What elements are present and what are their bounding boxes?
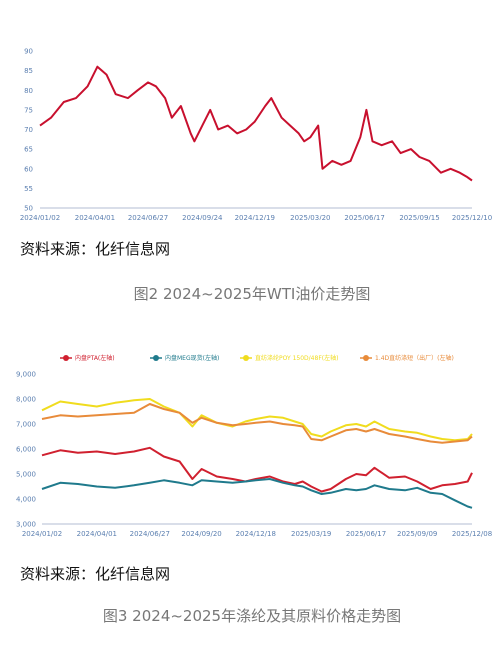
x-tick-label: 2025/03/19: [291, 530, 331, 538]
legend-label: 内盘MEG现货(左轴): [165, 354, 219, 362]
y-tick-label: 8,000: [16, 396, 36, 404]
y-tick-label: 5,000: [16, 471, 36, 479]
x-tick-label: 2024/04/01: [75, 214, 115, 220]
y-tick-label: 50: [24, 205, 33, 213]
x-tick-label: 2024/01/02: [22, 530, 62, 538]
legend-item-4: 1.4D直纺涤短（出厂）(左轴): [360, 354, 454, 362]
x-tick-label: 2024/06/27: [128, 214, 168, 220]
y-tick-label: 85: [24, 67, 33, 75]
y-tick-label: 55: [24, 185, 33, 193]
y-tick-label: 7,000: [16, 421, 36, 429]
series-line-4: [41, 403, 473, 444]
series-line-1: [39, 65, 473, 182]
legend-swatch-dot: [63, 355, 69, 361]
x-tick-label: 2025/03/20: [290, 214, 330, 220]
x-tick-label: 2025/12/10: [452, 214, 492, 220]
x-tick-label: 2025/06/17: [344, 214, 384, 220]
y-tick-label: 90: [24, 48, 33, 56]
legend-item-3: 直纺涤纶POY 150D/48F(左轴): [240, 354, 338, 362]
series-line-3: [41, 398, 473, 442]
wti-chart: 50 55 60 65 70 75 80 85 90 2024/01/02 2024/04/01 20…: [0, 40, 504, 223]
y-tick-label: 65: [24, 146, 33, 154]
y-tick-label: 70: [24, 126, 33, 134]
y-tick-label: 60: [24, 165, 33, 173]
x-tick-label: 2025/12/08: [452, 530, 492, 538]
y-tick-label: 75: [24, 106, 33, 114]
x-tick-label: 2025/09/09: [397, 530, 437, 538]
y-tick-label: 3,000: [16, 521, 36, 529]
source-note-2: 资料来源：化纤信息网: [20, 565, 171, 583]
y-tick-label: 80: [24, 87, 33, 95]
legend-swatch-dot: [243, 355, 249, 361]
y-tick-label: 6,000: [16, 446, 36, 454]
x-tick-label: 2024/12/18: [236, 530, 276, 538]
polyester-chart: 3,000 4,000 5,000 6,000 7,000 8,000 9,000 2024/…: [0, 348, 504, 546]
legend-item-1: 内盘PTA(左轴): [60, 354, 115, 362]
y-tick-label: 4,000: [16, 496, 36, 504]
x-tick-label: 2024/04/01: [77, 530, 117, 538]
legend-swatch-dot: [363, 355, 369, 361]
legend-label: 1.4D直纺涤短（出厂）(左轴): [375, 354, 454, 362]
x-tick-label: 2024/12/19: [235, 214, 275, 220]
x-tick-label: 2025/09/15: [399, 214, 439, 220]
figure-caption-2: 图3 2024~2025年涤纶及其原料价格走势图: [102, 607, 402, 625]
polyester-chart-svg: 3,000 4,000 5,000 6,000 7,000 8,000 9,000 2024/…: [16, 354, 492, 538]
wti-chart-svg: 50 55 60 65 70 75 80 85 90 2024/01/02 2024/04/01 20…: [20, 48, 492, 223]
x-tick-label: 2025/06/17: [346, 530, 386, 538]
figure-caption-1: 图2 2024~2025年WTI油价走势图: [133, 285, 371, 303]
x-tick-label: 2024/09/24: [182, 214, 223, 220]
legend-label: 直纺涤纶POY 150D/48F(左轴): [255, 354, 338, 362]
legend-swatch-dot: [153, 355, 159, 361]
y-tick-label: 9,000: [16, 371, 36, 379]
legend-item-2: 内盘MEG现货(左轴): [150, 354, 219, 362]
series-line-2: [41, 478, 473, 509]
x-tick-label: 2024/09/20: [181, 530, 221, 538]
legend-label: 内盘PTA(左轴): [75, 354, 115, 362]
series-line-1: [41, 446, 473, 493]
x-tick-label: 2024/06/27: [130, 530, 170, 538]
x-tick-label: 2024/01/02: [20, 214, 60, 220]
source-note-1: 资料来源：化纤信息网: [20, 240, 171, 258]
